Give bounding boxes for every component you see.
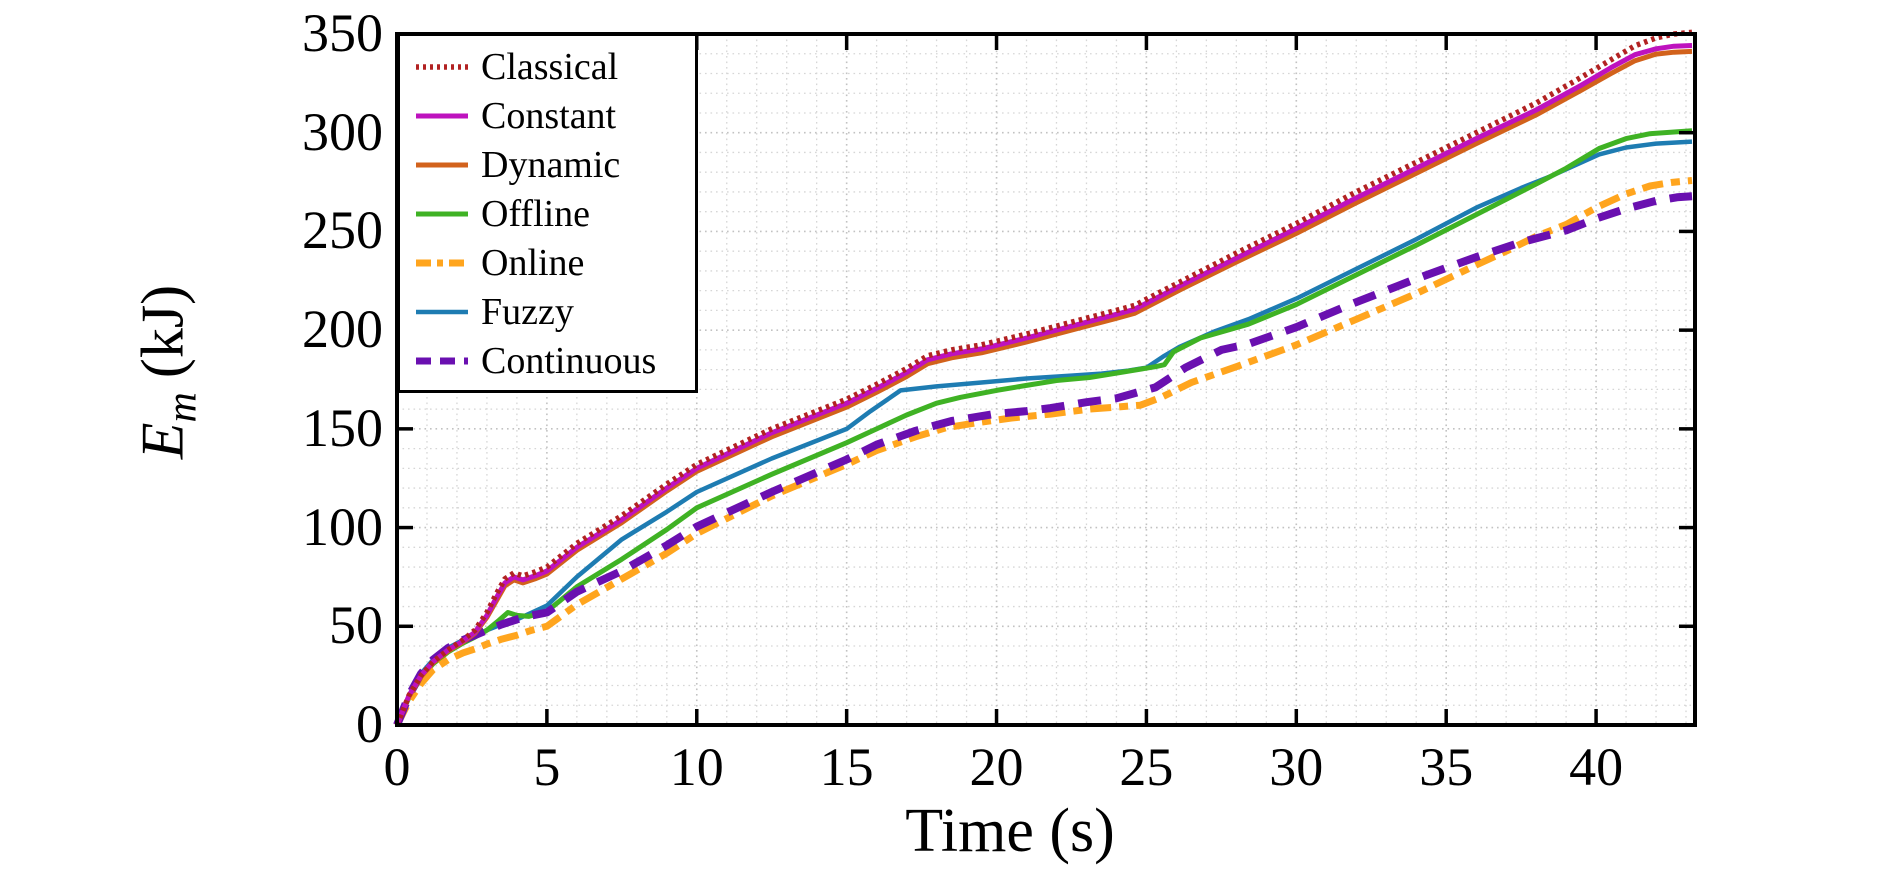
legend-marker-constant: [416, 113, 468, 118]
legend-marker-dynamic: [416, 162, 468, 167]
y-tick-label: 150: [302, 397, 383, 458]
y-tick-label: 350: [302, 2, 383, 63]
legend-label: Online: [481, 241, 585, 284]
series-continuous: [393, 192, 1693, 727]
legend-item-classical: Classical: [400, 42, 695, 91]
y-axis-label-subscript: m: [159, 392, 206, 423]
x-tick-label: 25: [1119, 737, 1174, 797]
x-tick-label: 40: [1569, 737, 1624, 797]
y-tick-label: 100: [302, 496, 383, 557]
legend-label: Continuous: [481, 339, 657, 382]
legend-label: Constant: [481, 94, 617, 137]
y-axis-label: Em (kJ): [129, 284, 206, 460]
x-tick-label: 15: [819, 737, 874, 797]
legend-item-continuous: Continuous: [400, 336, 695, 385]
y-tick-label: 200: [302, 299, 383, 360]
y-tick-label: 0: [356, 693, 383, 754]
y-tick-label: 300: [302, 101, 383, 162]
legend-marker-fuzzy: [416, 309, 468, 314]
legend-label: Fuzzy: [481, 290, 574, 333]
legend-marker-continuous: [416, 357, 468, 364]
x-tick-label: 0: [383, 737, 411, 797]
series-classical: [394, 29, 1693, 727]
legend-item-online: Online: [400, 238, 695, 287]
legend-item-offline: Offline: [400, 189, 695, 238]
legend-label: Offline: [481, 192, 591, 235]
legend-list: Classical Constant Dynamic Offline Online Fuz…: [400, 42, 695, 385]
legend-item-constant: Constant: [400, 91, 695, 140]
x-tick-label: 5: [533, 737, 561, 797]
legend: Classical Constant Dynamic Offline Online Fuz…: [397, 33, 698, 393]
x-tick-label: 10: [669, 737, 724, 797]
y-tick-label: 50: [329, 595, 383, 656]
legend-marker-online: [416, 259, 468, 266]
legend-label: Classical: [481, 45, 619, 88]
x-tick-label: 35: [1419, 737, 1474, 797]
series-constant: [394, 43, 1693, 726]
y-axis-label-symbol: E: [129, 422, 196, 460]
y-tick-label: 250: [302, 200, 383, 261]
legend-marker-offline: [416, 211, 468, 216]
series-offline: [394, 128, 1693, 726]
x-tick-label: 30: [1269, 737, 1324, 797]
legend-item-fuzzy: Fuzzy: [400, 287, 695, 336]
x-tick-label: 20: [969, 737, 1024, 797]
legend-label: Dynamic: [481, 143, 621, 186]
x-axis-label: Time (s): [905, 797, 1115, 865]
legend-item-dynamic: Dynamic: [400, 140, 695, 189]
y-axis-label-unit: (kJ): [129, 284, 196, 379]
legend-marker-classical: [416, 63, 468, 70]
series-online: [393, 177, 1693, 727]
